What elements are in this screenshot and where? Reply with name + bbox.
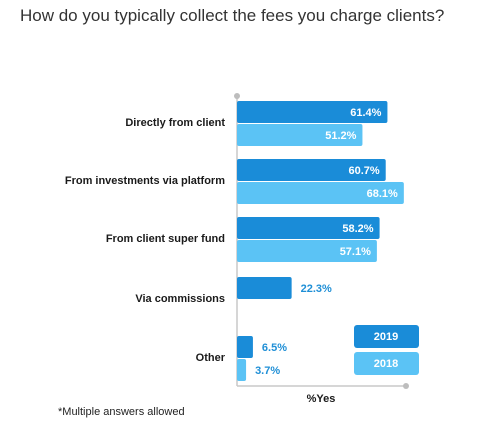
category-label: Via commissions [135, 293, 225, 305]
bar-2019 [237, 217, 380, 239]
x-axis-label: %Yes [307, 393, 336, 405]
legend-label: 2019 [374, 331, 398, 343]
data-label: 51.2% [325, 130, 356, 142]
axis-top-dot [234, 93, 240, 99]
data-label: 57.1% [340, 246, 371, 258]
chart-title: How do you typically collect the fees yo… [20, 6, 445, 25]
data-label: 61.4% [350, 107, 381, 119]
legend-label: 2018 [374, 358, 398, 370]
bar-2019 [237, 159, 386, 181]
bar-2018 [237, 359, 247, 381]
category-label: From investments via platform [65, 175, 225, 187]
bar-2018 [237, 240, 377, 262]
bar-2019 [237, 336, 253, 358]
bar-2019 [237, 101, 388, 123]
legend-swatch-2018 [354, 352, 419, 375]
data-label: 60.7% [349, 165, 380, 177]
data-label: 6.5% [262, 342, 287, 354]
category-label: Other [196, 352, 226, 364]
bar-2019 [237, 277, 292, 299]
axis-end-dot [403, 383, 409, 389]
legend-swatch-2019 [354, 325, 419, 348]
data-label: 58.2% [342, 223, 373, 235]
data-label: 68.1% [367, 188, 398, 200]
category-label: From client super fund [106, 233, 225, 245]
data-label: 22.3% [301, 283, 332, 295]
category-label: Directly from client [125, 117, 225, 129]
footnote: *Multiple answers allowed [58, 406, 185, 418]
bar-2018 [237, 124, 363, 146]
data-label: 3.7% [255, 365, 280, 377]
bar-2018 [237, 182, 404, 204]
